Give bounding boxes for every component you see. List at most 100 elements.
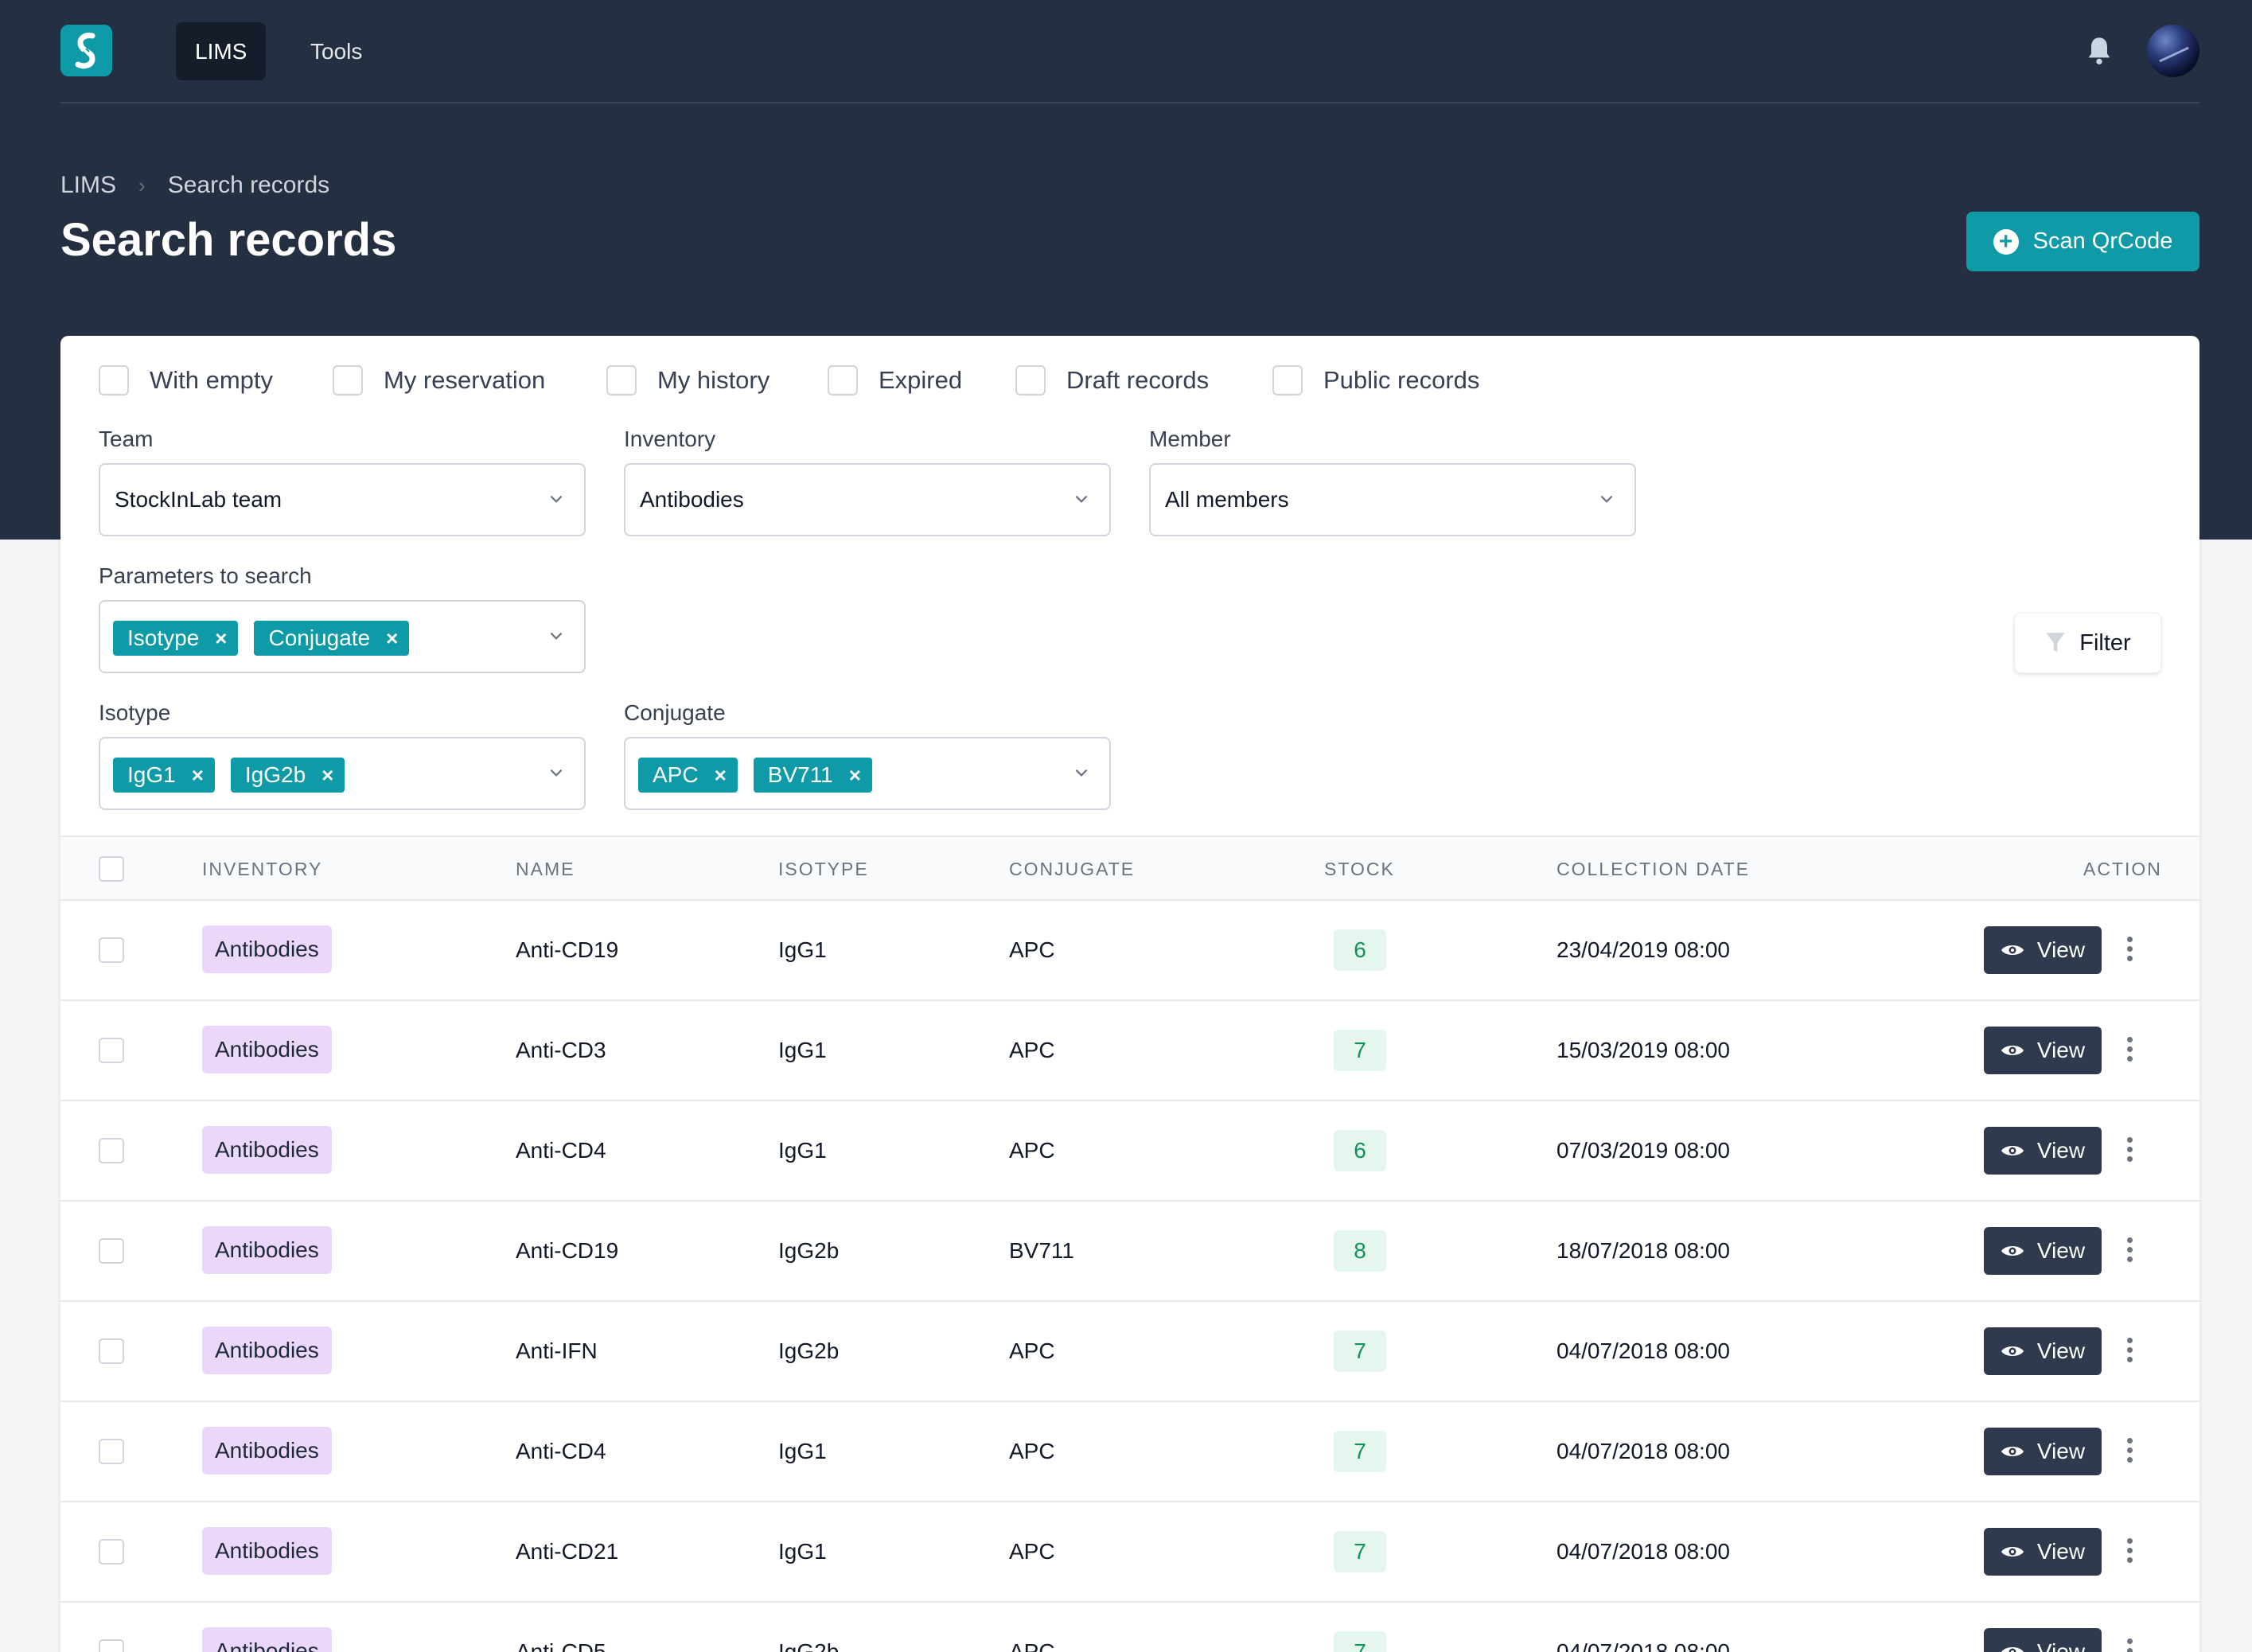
my-reservation-checkbox[interactable]: My reservation xyxy=(333,363,545,398)
checkbox[interactable] xyxy=(606,365,637,395)
bell-icon[interactable] xyxy=(2083,35,2115,67)
view-label: View xyxy=(2036,1238,2086,1263)
filter-label: Filter xyxy=(2079,629,2131,656)
more-actions-icon[interactable] xyxy=(2125,1438,2134,1467)
public-records-checkbox[interactable]: Public records xyxy=(1272,363,1479,398)
column-stock[interactable]: STOCK xyxy=(1324,859,1395,879)
parameters-multiselect[interactable]: Isotype × Conjugate × xyxy=(99,600,586,673)
draft-records-checkbox[interactable]: Draft records xyxy=(1015,363,1209,398)
view-button[interactable]: View xyxy=(1984,1027,2102,1074)
column-collection-date[interactable]: COLLECTION DATE xyxy=(1557,859,1750,879)
view-button[interactable]: View xyxy=(1984,1327,2102,1375)
breadcrumb-root[interactable]: LIMS xyxy=(60,172,117,198)
more-actions-icon[interactable] xyxy=(2125,1638,2134,1652)
view-button[interactable]: View xyxy=(1984,1628,2102,1652)
close-icon[interactable]: × xyxy=(386,625,399,650)
record-conjugate: APC xyxy=(1009,937,1055,962)
table-row[interactable]: Antibodies Anti-CD3 IgG1 APC 7 15/03/201… xyxy=(60,1001,2199,1101)
chevron-down-icon xyxy=(1075,769,1088,777)
checkbox[interactable] xyxy=(333,365,363,395)
scan-qrcode-button[interactable]: + Scan QrCode xyxy=(1966,212,2199,271)
tag-label: IgG2b xyxy=(244,762,306,787)
inventory-label: Inventory xyxy=(624,427,716,451)
app-logo-icon[interactable] xyxy=(60,25,112,76)
inventory-badge: Antibodies xyxy=(202,1126,332,1174)
chevron-down-icon xyxy=(550,632,563,640)
more-actions-icon[interactable] xyxy=(2125,937,2134,965)
tag-label: Conjugate xyxy=(268,625,371,650)
close-icon[interactable]: × xyxy=(321,762,334,787)
tag-apc: APC × xyxy=(638,758,738,793)
expired-checkbox[interactable]: Expired xyxy=(828,363,962,398)
with-empty-checkbox[interactable]: With empty xyxy=(99,363,273,398)
my-history-checkbox[interactable]: My history xyxy=(606,363,769,398)
page-title: Search records xyxy=(60,214,397,266)
table-row[interactable]: Antibodies Anti-CD5 IgG2b APC 7 04/07/20… xyxy=(60,1603,2199,1652)
table-header: INVENTORY NAME ISOTYPE CONJUGATE STOCK C… xyxy=(60,836,2199,901)
table-row[interactable]: Antibodies Anti-CD19 IgG1 APC 6 23/04/20… xyxy=(60,901,2199,1001)
nav-item-tools[interactable]: Tools xyxy=(310,39,363,64)
row-checkbox[interactable] xyxy=(99,1338,124,1364)
view-label: View xyxy=(2036,1138,2086,1163)
row-checkbox[interactable] xyxy=(99,1539,124,1564)
isotype-multiselect[interactable]: IgG1 × IgG2b × xyxy=(99,737,586,810)
view-label: View xyxy=(2036,1338,2086,1363)
close-icon[interactable]: × xyxy=(848,762,861,787)
close-icon[interactable]: × xyxy=(191,762,204,787)
table-row[interactable]: Antibodies Anti-IFN IgG2b APC 7 04/07/20… xyxy=(60,1302,2199,1402)
table-row[interactable]: Antibodies Anti-CD19 IgG2b BV711 8 18/07… xyxy=(60,1202,2199,1302)
view-button[interactable]: View xyxy=(1984,926,2102,974)
column-conjugate[interactable]: CONJUGATE xyxy=(1009,859,1136,879)
member-label: Member xyxy=(1149,427,1231,451)
table-row[interactable]: Antibodies Anti-CD21 IgG1 APC 7 04/07/20… xyxy=(60,1502,2199,1603)
filter-button[interactable]: Filter xyxy=(2014,613,2161,673)
chevron-right-icon: › xyxy=(138,173,146,197)
more-actions-icon[interactable] xyxy=(2125,1137,2134,1166)
view-label: View xyxy=(2036,1439,2086,1463)
inventory-badge: Antibodies xyxy=(202,1327,332,1374)
breadcrumb-current: Search records xyxy=(167,172,330,198)
column-name[interactable]: NAME xyxy=(516,859,575,879)
row-checkbox[interactable] xyxy=(99,1439,124,1464)
more-actions-icon[interactable] xyxy=(2125,1037,2134,1066)
row-checkbox[interactable] xyxy=(99,1639,124,1652)
chevron-down-icon xyxy=(550,769,563,777)
table-row[interactable]: Antibodies Anti-CD4 IgG1 APC 6 07/03/201… xyxy=(60,1101,2199,1202)
record-name: Anti-CD4 xyxy=(516,1138,606,1163)
more-actions-icon[interactable] xyxy=(2125,1538,2134,1567)
user-avatar[interactable] xyxy=(2147,25,2199,77)
close-icon[interactable]: × xyxy=(215,625,228,650)
row-checkbox[interactable] xyxy=(99,1238,124,1264)
conjugate-multiselect[interactable]: APC × BV711 × xyxy=(624,737,1111,810)
nav-item-lims[interactable]: LIMS xyxy=(176,22,267,80)
inventory-select[interactable]: Antibodies xyxy=(624,463,1111,536)
row-checkbox[interactable] xyxy=(99,1138,124,1163)
row-checkbox[interactable] xyxy=(99,1038,124,1063)
row-checkbox[interactable] xyxy=(99,937,124,963)
column-isotype[interactable]: ISOTYPE xyxy=(778,859,869,879)
checkbox[interactable] xyxy=(1272,365,1303,395)
more-actions-icon[interactable] xyxy=(2125,1237,2134,1266)
eye-icon xyxy=(2001,1246,2024,1256)
view-button[interactable]: View xyxy=(1984,1428,2102,1475)
team-select[interactable]: StockInLab team xyxy=(99,463,586,536)
view-label: View xyxy=(2036,1038,2086,1062)
checkbox[interactable] xyxy=(828,365,858,395)
checkbox[interactable] xyxy=(1015,365,1046,395)
tag-bv711: BV711 × xyxy=(753,758,872,793)
record-conjugate: APC xyxy=(1009,1439,1055,1463)
plus-circle-icon: + xyxy=(1993,228,2019,255)
column-inventory[interactable]: INVENTORY xyxy=(202,859,323,879)
conjugate-label: Conjugate xyxy=(624,700,726,725)
checkbox[interactable] xyxy=(99,365,129,395)
more-actions-icon[interactable] xyxy=(2125,1338,2134,1366)
stock-badge: 7 xyxy=(1334,1631,1386,1652)
select-all-checkbox[interactable] xyxy=(99,856,124,882)
view-button[interactable]: View xyxy=(1984,1528,2102,1576)
close-icon[interactable]: × xyxy=(714,762,727,787)
table-row[interactable]: Antibodies Anti-CD4 IgG1 APC 7 04/07/201… xyxy=(60,1402,2199,1502)
member-select[interactable]: All members xyxy=(1149,463,1636,536)
view-button[interactable]: View xyxy=(1984,1127,2102,1175)
view-button[interactable]: View xyxy=(1984,1227,2102,1275)
inventory-badge: Antibodies xyxy=(202,1026,332,1073)
